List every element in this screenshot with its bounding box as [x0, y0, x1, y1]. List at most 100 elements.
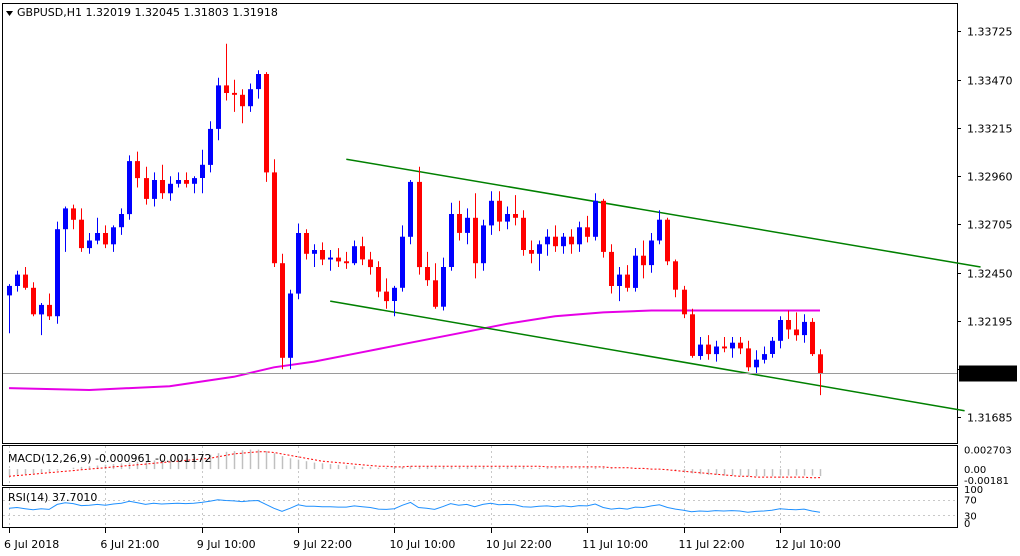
candle [497, 191, 502, 232]
candle-body [617, 274, 622, 286]
candle-body [144, 178, 149, 199]
candle [312, 244, 317, 267]
candle-body [184, 180, 189, 184]
candle-body [360, 246, 365, 260]
candle [95, 217, 100, 245]
candle [601, 198, 606, 258]
candle-body [55, 229, 60, 317]
macd-tick-label: 0.002703 [964, 446, 1012, 457]
candle-body [706, 344, 711, 355]
candle [328, 250, 333, 271]
candle-body [31, 287, 36, 315]
time-tick-label: 9 Jul 10:00 [197, 538, 256, 551]
candle [224, 43, 229, 101]
candle-body [417, 181, 422, 268]
candle [617, 267, 622, 302]
macd-label: MACD(12,26,9) -0.000961 -0.001172 [8, 452, 211, 465]
rsi-tick-label: 100 [964, 485, 983, 496]
candle [31, 282, 36, 317]
candle-body [449, 214, 454, 267]
candle-body [786, 320, 791, 330]
candle [786, 310, 791, 339]
main-panel-frame [2, 3, 958, 444]
candle-body [224, 85, 229, 93]
candle-body [730, 342, 735, 349]
candle [682, 285, 687, 319]
candle [208, 121, 213, 173]
chevron-down-icon[interactable] [6, 11, 13, 16]
candle [698, 337, 703, 360]
candle [802, 314, 807, 343]
rsi-tick-label: 70 [964, 496, 977, 507]
candle-body [633, 255, 638, 288]
candle-body [127, 161, 132, 215]
candle [216, 77, 221, 141]
candle-body [649, 240, 654, 266]
candle-body [15, 274, 20, 286]
candle [23, 267, 28, 290]
candle-body [304, 233, 309, 254]
candle-body [585, 227, 590, 237]
candle [392, 285, 397, 317]
candle [513, 195, 518, 226]
candle-body [232, 92, 237, 95]
candle-body [778, 320, 783, 341]
candle [408, 180, 413, 245]
candle-body [135, 161, 140, 179]
macd-panel-frame [2, 445, 958, 486]
candle-body [738, 342, 743, 349]
candle-body [312, 250, 317, 254]
candle-body [248, 89, 253, 107]
candle-body [722, 346, 727, 349]
candle-body [609, 251, 614, 286]
time-tick-label: 6 Jul 2018 [4, 538, 59, 551]
candle-body [529, 250, 534, 254]
candle [352, 240, 357, 266]
time-tick-label: 10 Jul 22:00 [486, 538, 552, 551]
candle-body [272, 172, 277, 264]
candle-body [408, 181, 413, 237]
candle [762, 346, 767, 364]
candle [55, 221, 60, 324]
time-axis: 6 Jul 2018 6 Jul 21:00 9 Jul 10:00 9 Jul 22… [4, 446, 841, 551]
candle-body [593, 200, 598, 237]
candle-body [770, 340, 775, 354]
trendline-channel[interactable] [330, 158, 981, 412]
candle-body [392, 287, 397, 301]
candle [473, 193, 478, 279]
candle [320, 242, 325, 266]
candle-body [336, 257, 341, 262]
candle [119, 208, 124, 235]
candle [633, 248, 638, 292]
candle-body [818, 354, 823, 374]
candle-body [682, 289, 687, 315]
price-tick-label: 1.32195 [967, 316, 1013, 329]
candle-body [87, 240, 92, 249]
candle [553, 225, 558, 252]
candle [344, 251, 349, 269]
candle-body [192, 178, 197, 184]
candle [465, 208, 470, 245]
candle-body [665, 219, 670, 262]
candle [15, 270, 20, 292]
candle-body [521, 217, 526, 250]
candle [63, 206, 68, 252]
candle-body [296, 233, 301, 294]
chart-header[interactable]: GBPUSD,H1 1.32019 1.32045 1.31803 1.3191… [6, 6, 278, 19]
price-tick-label: 1.33215 [967, 123, 1013, 136]
candle [449, 202, 454, 271]
candle [7, 284, 12, 334]
candle [585, 215, 590, 243]
candle [280, 253, 285, 370]
candle-body [200, 164, 205, 178]
candle-body [384, 291, 389, 302]
candle [577, 221, 582, 252]
candle [79, 208, 84, 252]
candle-body [168, 183, 173, 194]
candle [625, 265, 630, 292]
candle [778, 316, 783, 349]
rsi-tick-label: 0 [964, 519, 970, 530]
candle-body [762, 354, 767, 360]
candle-body [160, 180, 165, 194]
